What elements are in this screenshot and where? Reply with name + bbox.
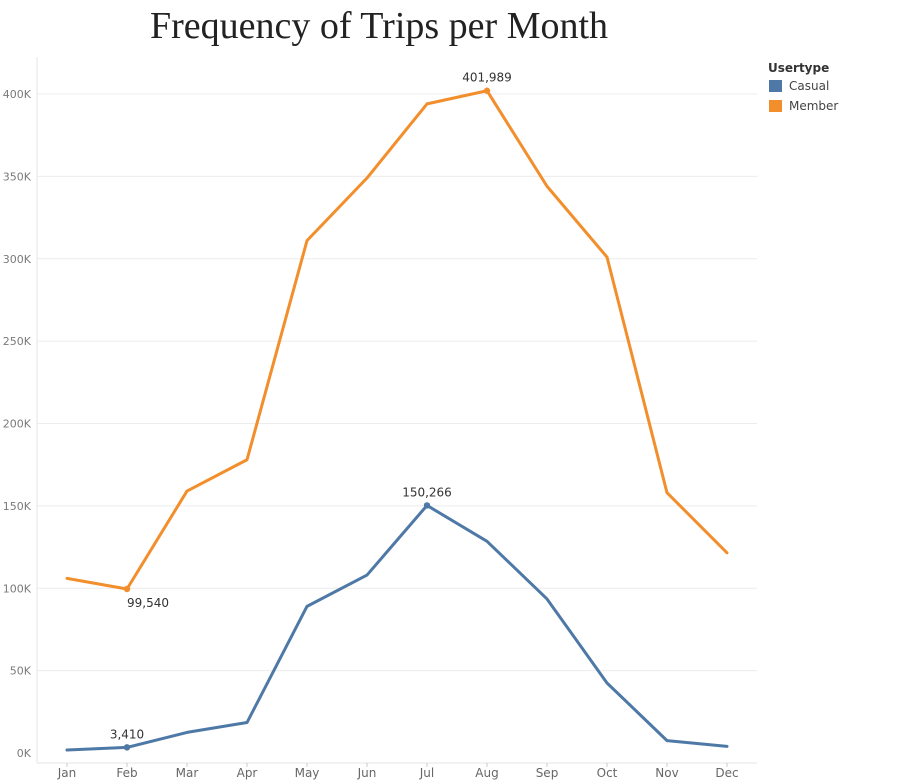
- series-line-member: [65, 89, 729, 591]
- y-tick-label: 200K: [3, 418, 32, 431]
- x-tick-label: Aug: [475, 766, 498, 780]
- x-tick-label: Oct: [597, 766, 618, 780]
- legend-label-member: Member: [789, 99, 838, 113]
- series-line-casual: [65, 503, 729, 752]
- x-tick-label: May: [295, 766, 320, 780]
- grid-lines: [37, 93, 757, 672]
- y-tick-label: 100K: [3, 582, 32, 595]
- data-label: 401,989: [462, 71, 512, 85]
- annotations: 3,410 150,266 99,540 401,989: [110, 71, 512, 751]
- x-tick-label: Nov: [655, 766, 678, 780]
- y-tick-label: 400K: [3, 88, 32, 101]
- series-layer: [65, 89, 729, 752]
- data-label: 150,266: [402, 485, 452, 499]
- y-tick-label: 0K: [17, 747, 32, 760]
- y-tick-label: 50K: [10, 665, 32, 678]
- y-tick-label: 300K: [3, 253, 32, 266]
- data-label: 99,540: [127, 596, 169, 610]
- legend-title: Usertype: [768, 61, 829, 75]
- y-tick-label: 350K: [3, 170, 32, 183]
- x-tick-label: Jul: [419, 766, 434, 780]
- x-tick-label: Jan: [57, 766, 77, 780]
- data-point-marker: [423, 502, 431, 509]
- x-tick-label: Dec: [715, 766, 738, 780]
- data-label: 3,410: [110, 727, 144, 741]
- legend-swatch-member: [769, 100, 782, 112]
- legend-label-casual: Casual: [789, 79, 829, 93]
- x-tick-label: Mar: [176, 766, 199, 780]
- chart-title: Frequency of Trips per Month: [150, 5, 608, 47]
- x-tick-label: Jun: [357, 766, 377, 780]
- data-point-marker: [483, 87, 491, 94]
- axes: 0K 50K 100K 150K 200K 250K 300K 350K 400K Jan Feb M…: [3, 57, 757, 780]
- data-point-marker: [123, 585, 131, 593]
- x-tick-label: Feb: [116, 766, 137, 780]
- data-point-marker: [123, 744, 131, 751]
- legend: Usertype Casual Member: [768, 61, 838, 113]
- x-tick-label: Sep: [536, 766, 559, 780]
- legend-swatch-casual: [769, 80, 782, 92]
- x-tick-label: Apr: [237, 766, 258, 780]
- y-tick-label: 150K: [3, 500, 32, 513]
- y-tick-label: 250K: [3, 335, 32, 348]
